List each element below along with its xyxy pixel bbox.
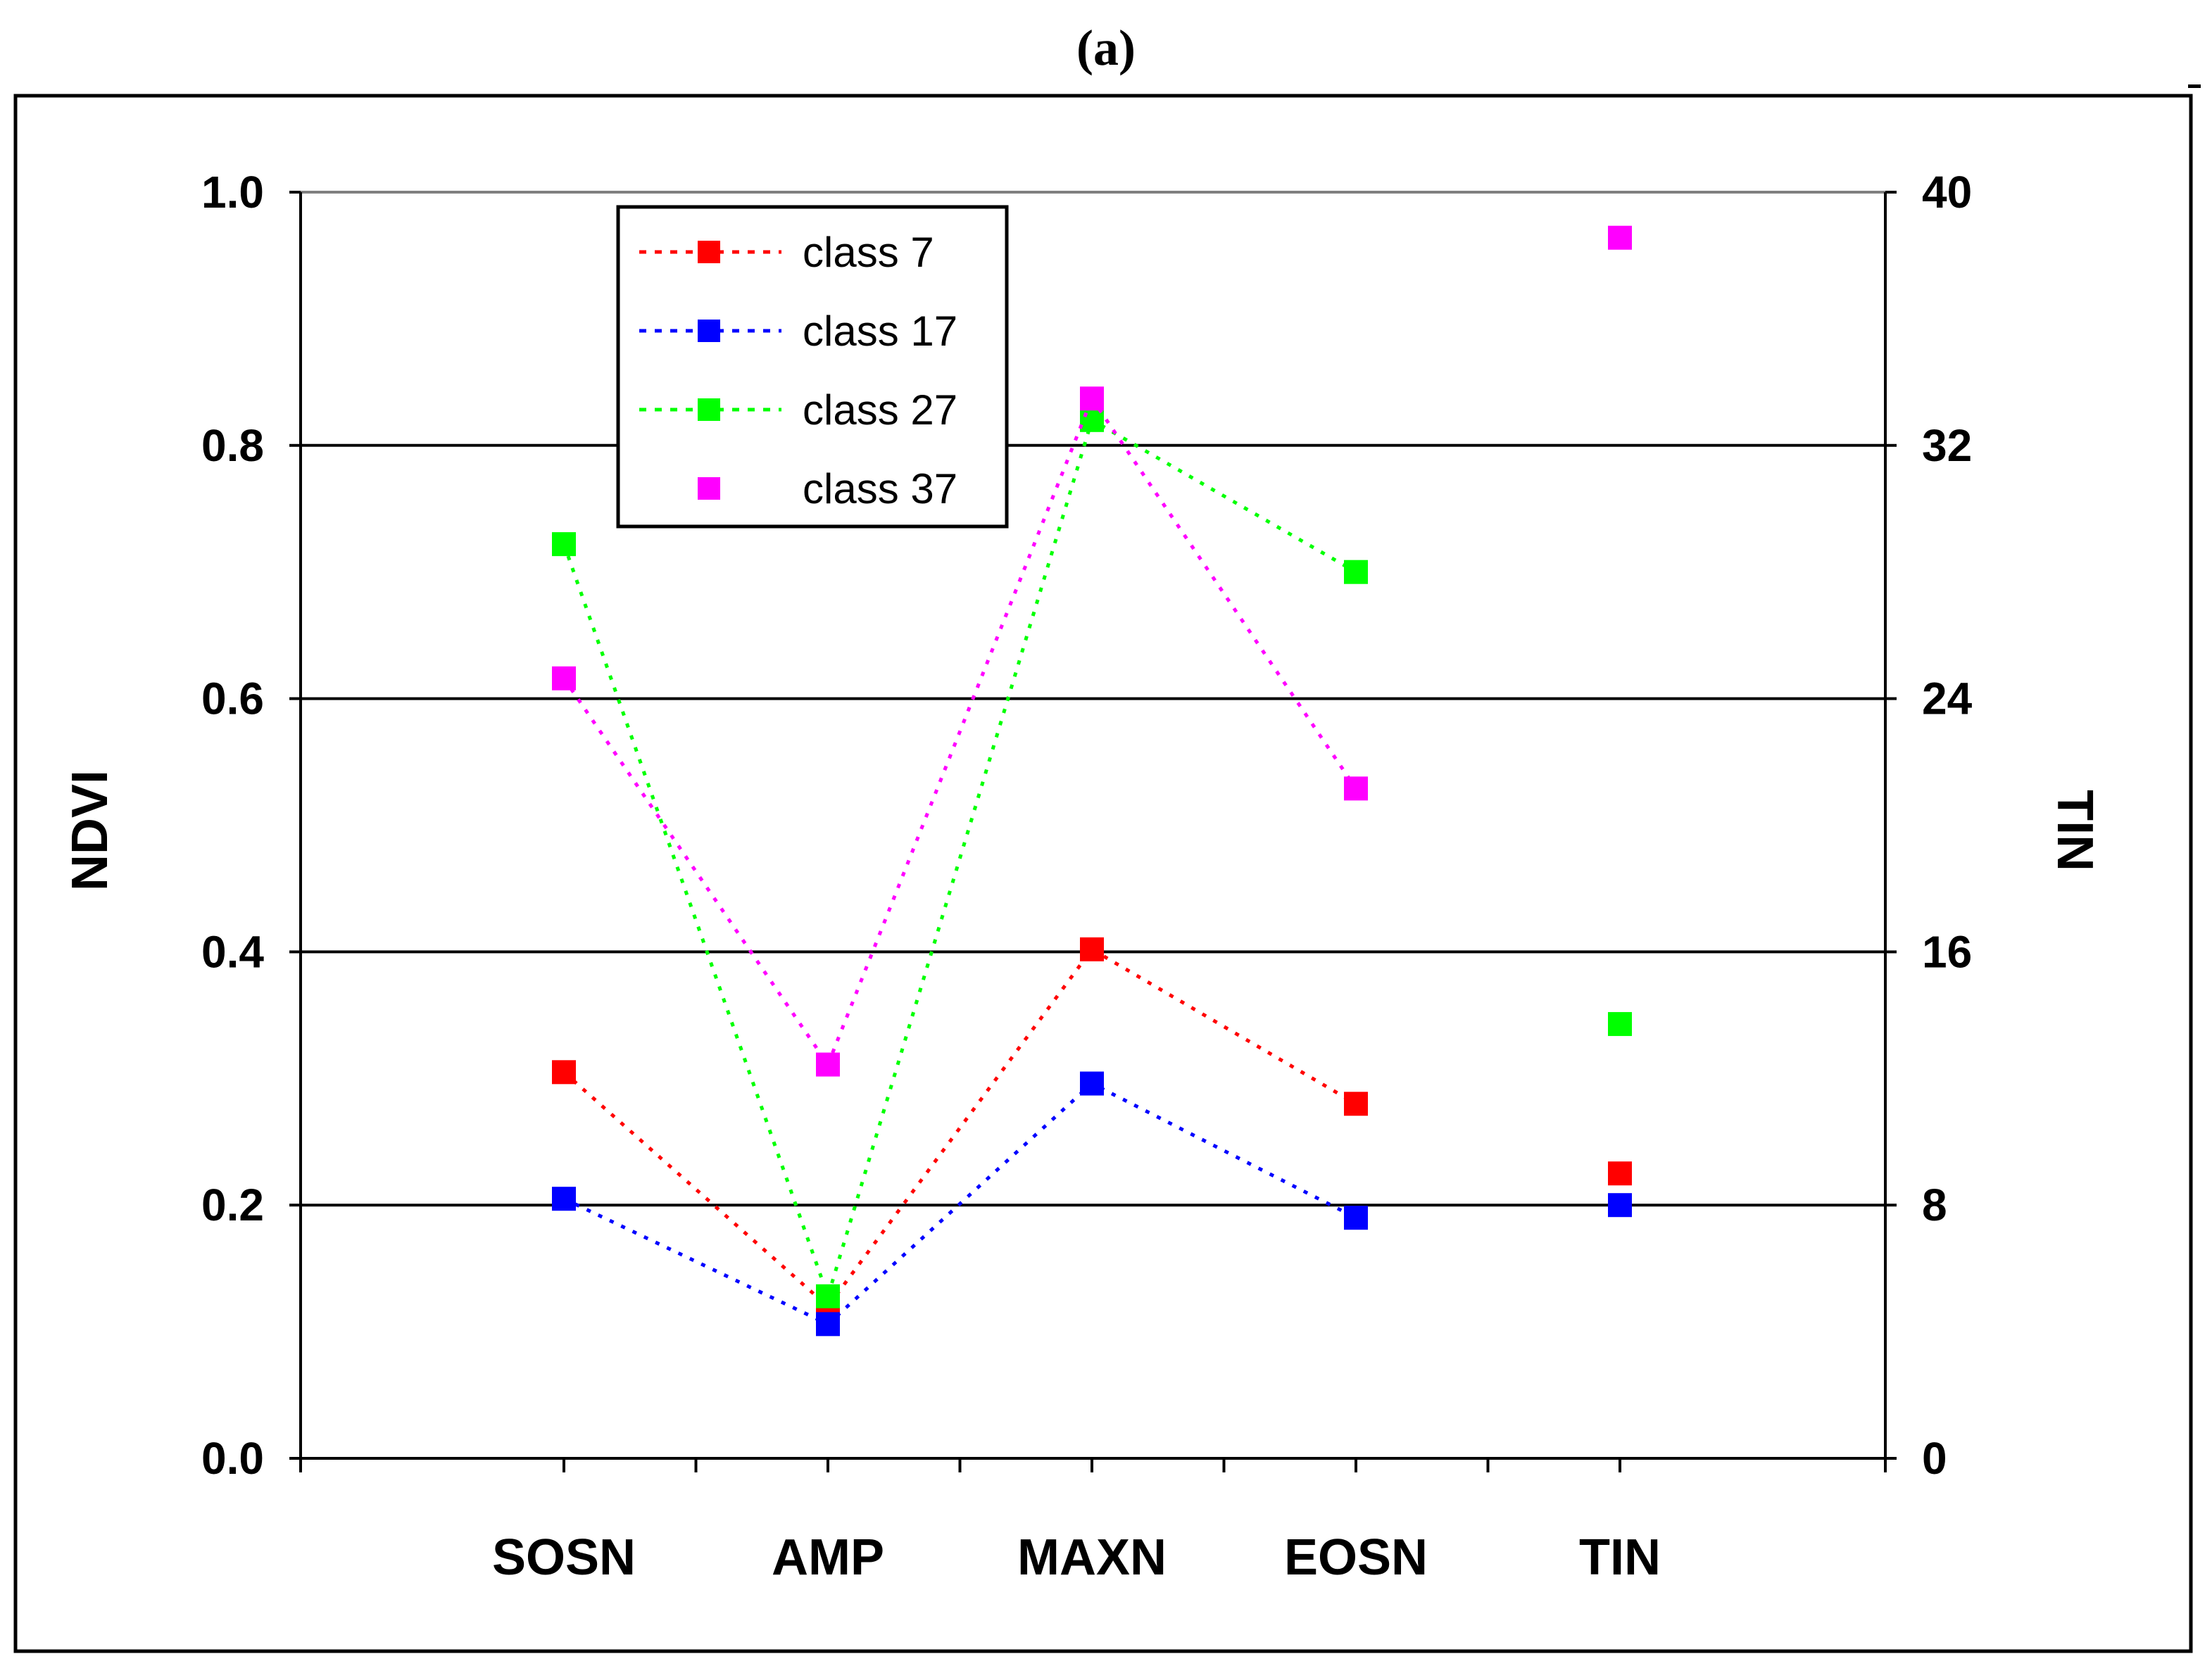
chart-border bbox=[13, 94, 2193, 1653]
data-point bbox=[1344, 776, 1368, 801]
data-point bbox=[552, 666, 576, 690]
top-right-mark bbox=[2188, 84, 2201, 88]
x-tick-label: TIN bbox=[1579, 1529, 1661, 1586]
legend-label: class 17 bbox=[803, 308, 957, 355]
x-tick-label: EOSN bbox=[1284, 1529, 1428, 1586]
y-axis-title: NDVI bbox=[62, 770, 118, 891]
series-class-37-segment bbox=[562, 677, 830, 1066]
y2-tick-label: 0 bbox=[1922, 1433, 1947, 1484]
y-tick-label: 0.8 bbox=[201, 420, 264, 471]
y-tick-label: 0.2 bbox=[201, 1180, 264, 1230]
y2-tick-label: 8 bbox=[1922, 1180, 1947, 1230]
data-point bbox=[1344, 1206, 1368, 1230]
legend-box bbox=[616, 205, 1009, 529]
data-point bbox=[1344, 1092, 1368, 1116]
x-tick-label: MAXN bbox=[1017, 1529, 1167, 1586]
data-point bbox=[1608, 225, 1632, 250]
x-tick-label: AMP bbox=[772, 1529, 884, 1586]
data-point bbox=[816, 1052, 840, 1077]
legend-item: class 37 bbox=[698, 465, 957, 512]
legend-marker bbox=[698, 241, 720, 263]
series-class-7-line bbox=[563, 947, 1357, 1309]
data-point bbox=[552, 1187, 576, 1211]
series-class-27 bbox=[552, 408, 1632, 1308]
y2-tick-label: 40 bbox=[1922, 167, 1972, 217]
data-point bbox=[1080, 937, 1104, 961]
panel-label: (a) bbox=[1076, 20, 1136, 76]
data-point bbox=[816, 1312, 840, 1337]
data-point bbox=[1608, 1161, 1632, 1186]
legend-item: class 17 bbox=[639, 308, 957, 355]
y2-tick-label: 32 bbox=[1922, 420, 1972, 471]
legend-item: class 27 bbox=[639, 386, 957, 434]
data-point bbox=[552, 1060, 576, 1085]
y-tick-label: 0.6 bbox=[201, 674, 264, 724]
series-class-27-line bbox=[562, 417, 1357, 1302]
legend-marker bbox=[698, 398, 720, 421]
series-class-37-segment bbox=[826, 398, 1094, 1066]
legend: class 7 class 17 class 27 class 37 bbox=[616, 205, 1009, 529]
data-point bbox=[1608, 1011, 1632, 1036]
series-class-17 bbox=[552, 1071, 1632, 1337]
legend-marker bbox=[698, 477, 720, 500]
series-class-37-segment bbox=[1090, 397, 1358, 790]
series-class-37 bbox=[552, 225, 1632, 1077]
y2-tick-label: 24 bbox=[1922, 674, 1973, 724]
series-class-7 bbox=[552, 937, 1632, 1319]
data-point bbox=[1080, 1071, 1104, 1096]
legend-item: class 7 bbox=[639, 229, 934, 276]
y-tick-label: 0.0 bbox=[201, 1433, 264, 1484]
data-point bbox=[1608, 1193, 1632, 1218]
data-point bbox=[816, 1284, 840, 1308]
data-point bbox=[552, 532, 576, 557]
y2-axis-title: TIN bbox=[2047, 790, 2103, 871]
y2-tick-label: 16 bbox=[1922, 926, 1972, 977]
y-tick-label: 0.4 bbox=[201, 926, 264, 977]
series-class-17-line bbox=[563, 1081, 1357, 1327]
data-point bbox=[1344, 560, 1368, 584]
x-tick-label: SOSN bbox=[492, 1529, 636, 1586]
legend-label: class 27 bbox=[803, 386, 957, 434]
legend-label: class 37 bbox=[803, 465, 957, 512]
data-point bbox=[1080, 386, 1104, 411]
legend-label: class 7 bbox=[803, 229, 934, 276]
y-tick-label: 1.0 bbox=[201, 167, 264, 217]
legend-marker bbox=[698, 320, 720, 342]
